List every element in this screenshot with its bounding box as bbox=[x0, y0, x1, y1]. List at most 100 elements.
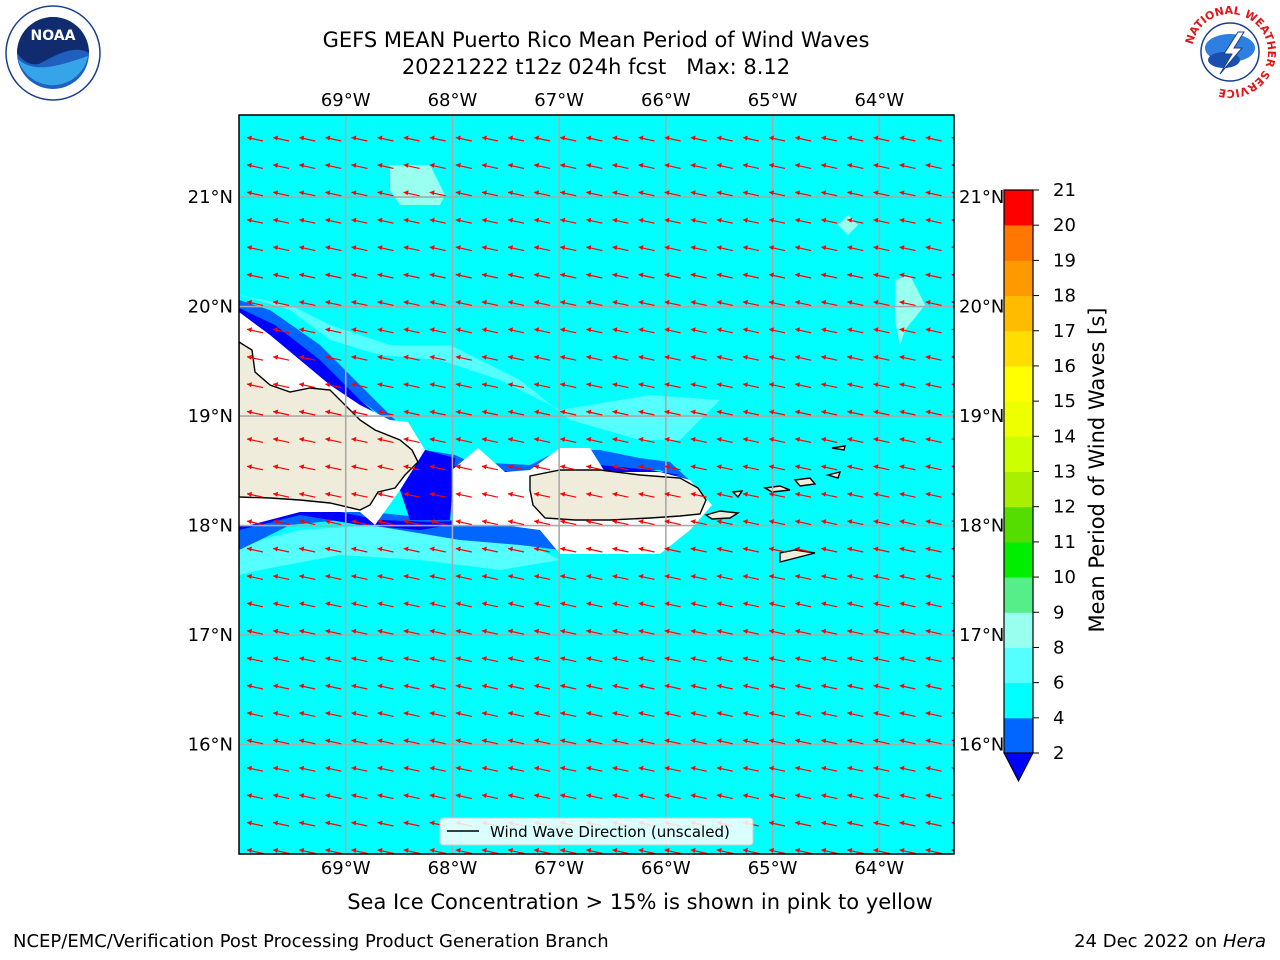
wave-arrow-head bbox=[299, 299, 305, 305]
wave-arrow-head bbox=[664, 382, 670, 388]
wave-arrow-head bbox=[273, 710, 279, 716]
wave-arrow-head bbox=[351, 683, 357, 689]
wave-arrow-head bbox=[716, 765, 722, 771]
wave-arrow-head bbox=[247, 601, 252, 607]
wave-arrow bbox=[925, 601, 942, 608]
land-st-croix bbox=[779, 549, 816, 563]
wave-arrow-head bbox=[769, 354, 774, 360]
wave-arrow bbox=[377, 847, 394, 854]
wave-arrow bbox=[847, 217, 864, 224]
wave-arrow-head bbox=[612, 354, 618, 360]
wave-arrow bbox=[533, 710, 551, 717]
wave-arrow bbox=[638, 190, 655, 197]
wave-arrow-head bbox=[716, 601, 722, 607]
wave-arrow bbox=[638, 382, 655, 389]
wave-arrow bbox=[847, 683, 864, 690]
wave-arrow bbox=[638, 573, 655, 580]
wave-arrow bbox=[794, 327, 812, 334]
wave-arrow bbox=[377, 546, 394, 553]
wave-arrow bbox=[481, 162, 499, 169]
wave-arrow bbox=[560, 135, 577, 142]
wave-arrow bbox=[899, 738, 916, 745]
wave-arrow-head bbox=[455, 847, 461, 853]
wave-arrow bbox=[899, 327, 916, 334]
wave-arrow bbox=[690, 546, 707, 553]
wave-arrow bbox=[847, 327, 864, 334]
wave-arrow bbox=[612, 299, 629, 306]
wave-arrow-head bbox=[299, 354, 305, 360]
wave-arrow bbox=[533, 573, 551, 580]
wave-arrow bbox=[272, 135, 290, 142]
wave-arrow-head bbox=[429, 546, 435, 552]
wave-arrow-head bbox=[716, 382, 722, 388]
wave-arrow bbox=[455, 327, 472, 334]
wave-arrow-head bbox=[455, 299, 461, 305]
wave-arrow-head bbox=[716, 491, 722, 497]
wave-arrow-head bbox=[325, 847, 331, 853]
colorbar-tick-label: 15 bbox=[1053, 391, 1076, 412]
wave-arrow-head bbox=[716, 738, 722, 744]
wave-arrow-head bbox=[612, 546, 618, 552]
wave-arrow-head bbox=[716, 847, 722, 853]
wave-arrow bbox=[664, 382, 681, 389]
wave-arrow-head bbox=[795, 409, 801, 415]
wave-arrow-head bbox=[664, 847, 670, 853]
wave-arrow-head bbox=[508, 683, 513, 689]
wave-arrow bbox=[481, 628, 499, 635]
wave-arrow-head bbox=[899, 436, 905, 442]
wave-arrow bbox=[246, 765, 264, 772]
wave-arrow-head bbox=[534, 601, 540, 607]
lon-label-bottom: 64°W bbox=[854, 858, 904, 879]
wave-arrow-head bbox=[429, 793, 435, 799]
wave-arrow bbox=[899, 573, 916, 580]
wave-arrow-head bbox=[455, 738, 461, 744]
wave-arrow bbox=[351, 765, 368, 772]
wave-arrow bbox=[873, 190, 890, 197]
wave-arrow-head bbox=[299, 847, 305, 853]
wave-arrow-head bbox=[612, 382, 618, 388]
wave-arrow-head bbox=[377, 683, 383, 689]
wave-arrow-head bbox=[742, 601, 748, 607]
wave-arrow-head bbox=[247, 765, 252, 771]
footer-credit: NCEP/EMC/Verification Post Processing Pr… bbox=[13, 931, 609, 952]
wave-arrow-head bbox=[847, 765, 853, 771]
wave-arrow-head bbox=[638, 793, 644, 799]
wave-arrow-head bbox=[299, 162, 305, 168]
wave-arrow-head bbox=[690, 135, 696, 141]
wave-arrow-head bbox=[821, 436, 827, 442]
wave-arrow-head bbox=[847, 628, 853, 634]
wave-arrow bbox=[481, 683, 499, 690]
wave-arrow-head bbox=[299, 793, 305, 799]
wave-arrow bbox=[272, 299, 290, 306]
wave-arrow bbox=[690, 354, 707, 361]
wave-arrow-head bbox=[377, 382, 383, 388]
wave-arrow bbox=[377, 135, 394, 142]
contour-pale-ne bbox=[838, 215, 858, 235]
wave-arrow-head bbox=[481, 190, 487, 196]
wave-arrow bbox=[325, 354, 342, 361]
wave-arrow-head bbox=[299, 519, 305, 525]
wave-arrow bbox=[299, 190, 316, 197]
wave-arrow-head bbox=[325, 162, 331, 168]
wave-arrow-head bbox=[925, 710, 931, 716]
wave-arrow-head bbox=[586, 546, 592, 552]
wave-arrow-head bbox=[690, 683, 696, 689]
wave-arrow bbox=[481, 464, 499, 471]
wave-arrow bbox=[821, 738, 838, 745]
wave-arrow-head bbox=[273, 656, 279, 662]
wave-arrow-head bbox=[273, 738, 279, 744]
wave-arrow bbox=[533, 299, 551, 306]
wave-arrow bbox=[299, 436, 316, 443]
wave-arrow-head bbox=[821, 546, 827, 552]
wave-arrow bbox=[246, 382, 264, 389]
wave-arrow-head bbox=[925, 546, 931, 552]
wave-arrow-head bbox=[455, 190, 461, 196]
wave-arrow bbox=[742, 491, 760, 498]
wave-arrow bbox=[455, 272, 472, 279]
wave-arrow bbox=[638, 546, 655, 553]
colorbar-segment bbox=[1004, 541, 1033, 578]
wave-arrow bbox=[507, 217, 525, 224]
wave-arrow-head bbox=[377, 272, 383, 278]
wave-arrow-head bbox=[612, 847, 618, 853]
wave-arrow bbox=[742, 135, 760, 142]
